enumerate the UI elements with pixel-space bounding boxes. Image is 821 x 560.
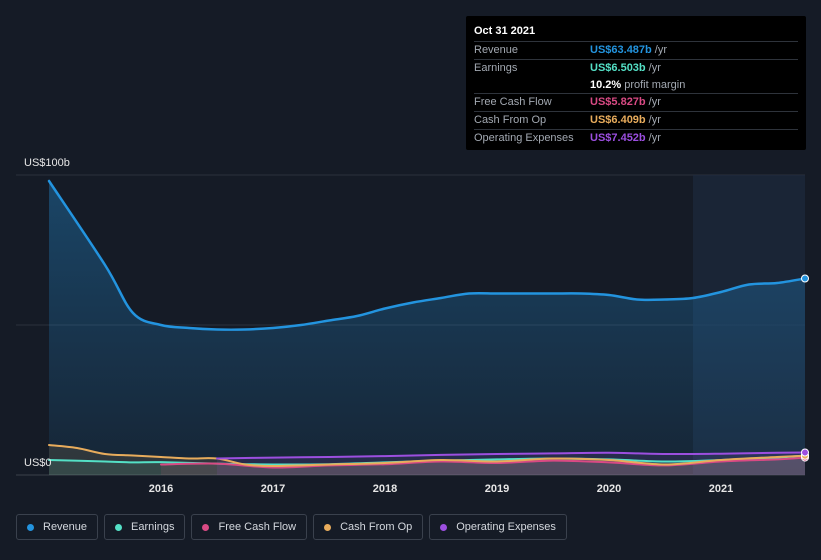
tooltip-panel: Oct 31 2021 Revenue US$63.487b /yr Earni… xyxy=(466,16,806,150)
legend-label: Revenue xyxy=(43,521,88,533)
free-cash-flow-line xyxy=(160,456,806,469)
tooltip-row-operating-expenses: Operating Expenses US$7.452b /yr xyxy=(474,128,798,147)
tooltip-row-value: 10.2% xyxy=(590,78,622,91)
tooltip-row-profit-margin: 10.2% profit margin xyxy=(474,77,798,94)
x-tick-label: 2021 xyxy=(709,483,733,495)
legend-item-cash-from-op[interactable]: Cash From Op xyxy=(313,514,424,540)
tooltip-row-free-cash-flow: Free Cash Flow US$5.827b /yr xyxy=(474,93,798,111)
x-tick-label: 2018 xyxy=(373,483,397,495)
x-tick-label: 2017 xyxy=(261,483,285,495)
legend-dot-icon xyxy=(115,523,123,531)
tooltip-row-revenue: Revenue US$63.487b /yr xyxy=(474,41,798,59)
legend-label: Operating Expenses xyxy=(456,521,556,533)
tooltip-date: Oct 31 2021 xyxy=(474,25,536,37)
legend-dot-icon xyxy=(202,523,210,531)
tooltip-row-unit: /yr xyxy=(648,61,661,74)
y-axis-top-label: US$100b xyxy=(24,157,70,169)
x-tick-label: 2020 xyxy=(597,483,621,495)
legend-item-earnings[interactable]: Earnings xyxy=(104,514,186,540)
tooltip-row-value: US$6.503b xyxy=(590,61,646,74)
tooltip-row-unit: /yr xyxy=(654,44,667,56)
y-axis-bottom-label: US$0 xyxy=(24,457,52,469)
x-tick-label: 2016 xyxy=(149,483,173,495)
tooltip-row-value: US$7.452b xyxy=(590,131,646,144)
cash-from-op-line xyxy=(48,444,806,467)
tooltip-row-unit: /yr xyxy=(648,96,661,109)
revenue-area xyxy=(49,181,805,475)
legend-label: Free Cash Flow xyxy=(218,521,297,533)
tooltip-row-unit: /yr xyxy=(648,131,661,144)
tooltip-row-label: Earnings xyxy=(474,61,518,74)
chart-legend: Revenue Earnings Free Cash Flow Cash Fro… xyxy=(16,514,567,540)
tooltip-row-unit: profit margin xyxy=(624,78,686,91)
tooltip-row-value: US$6.409b xyxy=(590,114,646,127)
tooltip-row-value: US$63.487b xyxy=(590,44,652,56)
operating-expenses-line xyxy=(216,451,806,460)
tooltip-row-cash-from-op: Cash From Op US$6.409b /yr xyxy=(474,111,798,129)
revenue-line xyxy=(47,179,807,331)
legend-item-revenue[interactable]: Revenue xyxy=(16,514,99,540)
tooltip-row-label: Cash From Op xyxy=(474,114,547,127)
tooltip-row-label: Operating Expenses xyxy=(474,131,574,144)
tooltip-row-label xyxy=(474,77,590,94)
tooltip-row-earnings: Earnings US$6.503b /yr xyxy=(474,58,798,77)
legend-dot-icon xyxy=(440,523,448,531)
operating-expenses-end-marker xyxy=(801,448,809,457)
free-cash-flow-area xyxy=(161,457,805,475)
legend-item-free-cash-flow[interactable]: Free Cash Flow xyxy=(191,514,308,540)
cash-from-op-area xyxy=(49,445,805,475)
operating-expenses-area xyxy=(217,452,805,475)
legend-label: Cash From Op xyxy=(340,521,413,533)
revenue-end-marker xyxy=(801,274,809,283)
legend-label: Earnings xyxy=(131,521,175,533)
x-tick-label: 2019 xyxy=(485,483,509,495)
legend-item-operating-expenses[interactable]: Operating Expenses xyxy=(429,514,567,540)
legend-dot-icon xyxy=(27,523,34,531)
tooltip-row-label: Revenue xyxy=(474,44,519,56)
tooltip-row-label: Free Cash Flow xyxy=(474,96,552,109)
legend-dot-icon xyxy=(324,523,332,531)
tooltip-row-value: US$5.827b xyxy=(590,96,646,109)
tooltip-row-unit: /yr xyxy=(648,114,661,127)
